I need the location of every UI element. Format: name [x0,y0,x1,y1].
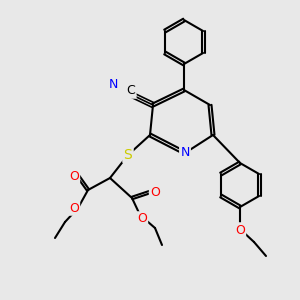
Text: S: S [124,148,132,162]
Text: N: N [180,146,190,160]
Text: N: N [108,79,118,92]
Text: C: C [127,85,135,98]
Text: O: O [235,224,245,236]
Text: O: O [69,202,79,214]
Text: O: O [137,212,147,226]
Text: O: O [69,169,79,182]
Text: O: O [150,185,160,199]
